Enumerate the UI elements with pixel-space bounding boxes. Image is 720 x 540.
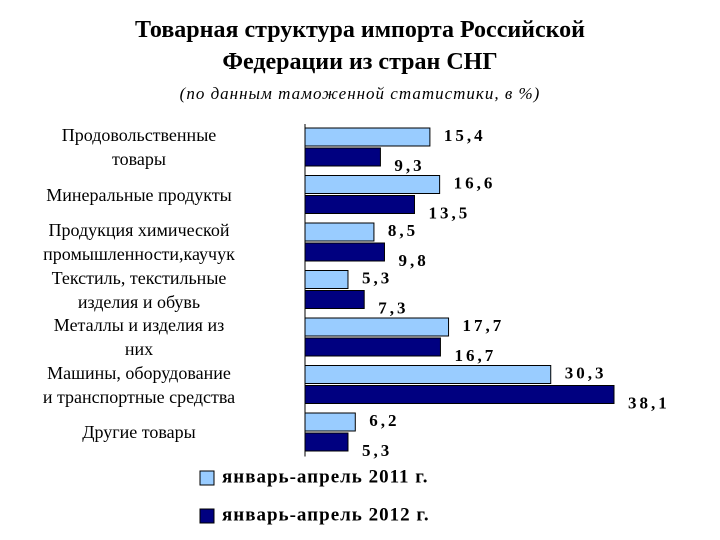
value-label: 16,7: [454, 346, 496, 365]
category-label: Минеральные продукты: [46, 184, 232, 205]
value-label: 16,6: [454, 173, 496, 192]
legend-label: январь-апрель 2011 г.: [222, 466, 429, 487]
legend-label: январь-апрель 2012 г.: [222, 504, 430, 525]
bar: [304, 175, 441, 194]
value-label: 7,3: [378, 298, 408, 317]
value-label: 5,3: [362, 441, 392, 460]
bar: [304, 365, 552, 384]
chart-subtitle: (по данным таможенной статистики, в %): [179, 84, 541, 103]
bar: [304, 270, 349, 289]
bar: [304, 127, 431, 147]
value-label: 13,5: [428, 203, 470, 222]
value-label: 8,5: [388, 221, 418, 240]
value-label: 5,3: [362, 268, 392, 287]
value-label: 6,2: [369, 411, 399, 430]
bar: [304, 195, 415, 214]
category-label: Другие товары: [82, 422, 196, 442]
value-label: 9,3: [394, 156, 424, 175]
bar: [304, 432, 349, 452]
legend-swatch: [199, 470, 215, 486]
bar: [304, 242, 385, 262]
bar: [304, 317, 450, 337]
category-label: Продукция химической промышленности,кауч…: [43, 220, 235, 264]
category-label: Текстиль, текстильные изделия и обувь: [51, 267, 227, 312]
chart-title: Товарная структура импорта Российской Фе…: [135, 17, 585, 75]
bar: [304, 147, 381, 167]
category-label: Продовольственные товары: [61, 125, 217, 169]
bar: [304, 290, 365, 309]
category-label: Металлы и изделия из них: [53, 315, 225, 359]
legend-swatch: [199, 508, 215, 524]
title-wrap: Товарная структура импорта Российской Фе…: [0, 14, 720, 78]
bar: [304, 222, 375, 242]
bar: [304, 337, 441, 357]
category-label: Машины, оборудование и транспортные сред…: [42, 362, 236, 407]
bar: [304, 385, 615, 404]
value-label: 30,3: [565, 363, 607, 382]
value-label: 38,1: [628, 393, 670, 412]
value-label: 15,4: [444, 126, 486, 145]
value-label: 9,8: [398, 251, 428, 270]
value-label: 17,7: [463, 316, 505, 335]
bar: [304, 412, 356, 432]
